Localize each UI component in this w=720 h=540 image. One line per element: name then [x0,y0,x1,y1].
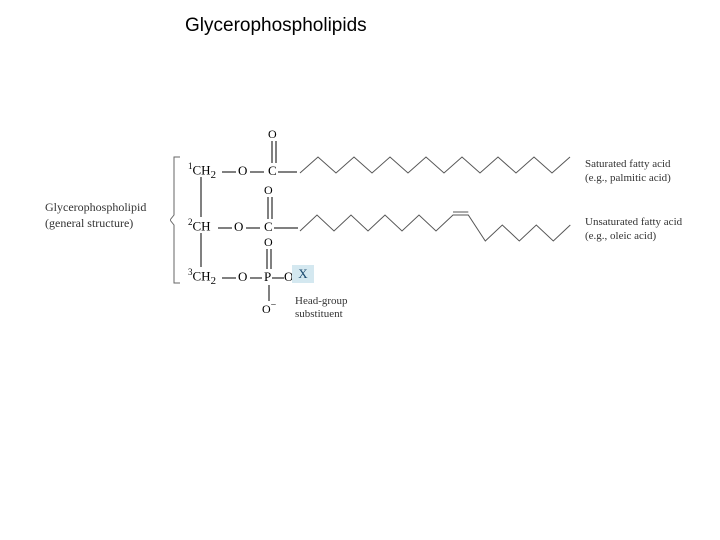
unsaturated-chain [40,135,600,245]
phosphate-singlebond [268,285,270,301]
unsaturated-label: Unsaturated fatty acid (e.g., oleic acid… [585,215,682,244]
page-title: Glycerophospholipids [185,15,367,37]
oxygen-atom: O [238,269,247,285]
saturated-label: Saturated fatty acid (e.g., palmitic aci… [585,157,671,186]
oxygen-minus: O− [262,300,276,317]
phosphorus-atom: P [264,269,271,285]
head-group-x: X [292,265,314,283]
phosphate-doublebond [265,249,275,269]
head-group-label: Head-group substituent [295,295,348,321]
